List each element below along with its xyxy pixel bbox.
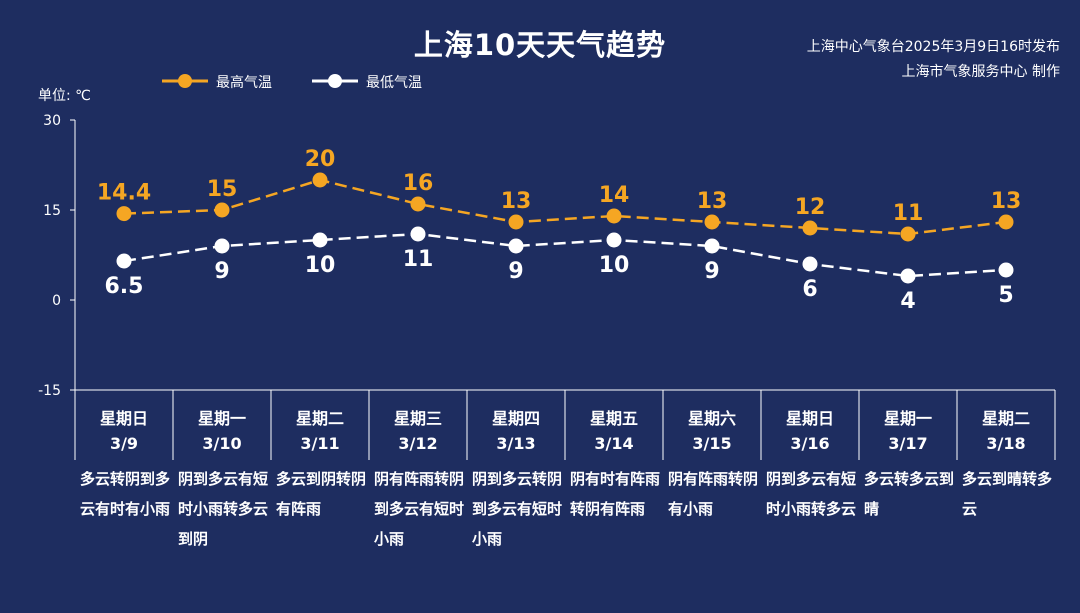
low-temp-point: [704, 238, 720, 254]
high-temp-point: [312, 172, 328, 188]
low-temp-label: 6: [802, 277, 817, 302]
weekday-label: 星期三: [393, 409, 442, 428]
date-label: 3/9: [109, 434, 139, 453]
low-temp-point: [214, 238, 230, 254]
legend-label-high: 最高气温: [216, 75, 272, 91]
date-label: 3/10: [202, 434, 242, 453]
legend-marker-high-icon: [162, 74, 208, 88]
low-temp-label: 9: [704, 259, 719, 284]
low-temp-point: [606, 232, 622, 248]
low-temp-label: 11: [403, 247, 434, 272]
low-temp-label: 4: [900, 289, 915, 314]
y-tick-label: 15: [43, 203, 61, 219]
weather-description: 多云转多云到晴: [864, 470, 955, 518]
date-label: 3/14: [594, 434, 634, 453]
weekday-label: 星期二: [981, 409, 1030, 428]
high-temp-label: 16: [403, 171, 434, 196]
legend-marker-low-icon: [312, 74, 358, 88]
weekday-label: 星期二: [295, 409, 344, 428]
high-temp-point: [900, 226, 916, 242]
high-temp-label: 20: [305, 147, 336, 172]
low-temp-point: [900, 268, 916, 284]
high-temp-label: 15: [207, 177, 238, 202]
high-temp-label: 13: [501, 189, 532, 214]
date-label: 3/16: [790, 434, 830, 453]
weekday-label: 星期一: [883, 409, 932, 428]
weather-description: 阴到多云有短时小雨转多云: [766, 470, 857, 518]
high-temp-point: [606, 208, 622, 224]
low-temp-line: [123, 232, 1007, 278]
issuer-line: 上海中心气象台2025年3月9日16时发布: [806, 39, 1060, 55]
weather-description: 多云到晴转多云: [962, 470, 1053, 518]
weather-description: 多云转阴到多云有时有小雨: [80, 470, 171, 518]
y-tick-label: 30: [43, 113, 61, 129]
date-label: 3/15: [692, 434, 732, 453]
weekday-label: 星期四: [491, 409, 540, 428]
high-temp-label: 13: [697, 189, 728, 214]
legend-item-low: 最低气温: [310, 70, 510, 92]
weather-description: 阴到多云有短时小雨转多云到阴: [178, 470, 269, 548]
low-temp-point: [508, 238, 524, 254]
high-temp-label: 14.4: [97, 181, 151, 206]
low-temp-label: 10: [599, 253, 630, 278]
low-temp-label: 5: [998, 283, 1013, 308]
high-temp-line: [123, 178, 1007, 236]
low-temp-label: 9: [214, 259, 229, 284]
high-temp-point: [508, 214, 524, 230]
date-label: 3/11: [300, 434, 340, 453]
y-tick-label: -15: [38, 383, 61, 399]
weekday-label: 星期一: [197, 409, 246, 428]
high-temp-label: 11: [893, 201, 924, 226]
unit-label: 单位: ℃: [38, 88, 91, 104]
weather-description: 阴到多云转阴到多云有短时小雨: [472, 470, 563, 548]
high-temp-label: 12: [795, 195, 826, 220]
page-title: 上海10天天气趋势: [413, 28, 667, 62]
low-temp-label: 6.5: [105, 274, 144, 299]
y-tick-label: 0: [52, 293, 61, 309]
low-temp-point: [998, 262, 1014, 278]
weather-description: 多云到阴转阴有阵雨: [276, 470, 367, 518]
date-label: 3/18: [986, 434, 1026, 453]
weekday-label: 星期五: [589, 409, 638, 428]
weather-description: 阴有时有阵雨转阴有阵雨: [570, 470, 661, 518]
date-label: 3/13: [496, 434, 536, 453]
low-temp-label: 10: [305, 253, 336, 278]
high-temp-point: [802, 220, 818, 236]
low-temp-label: 9: [508, 259, 523, 284]
weekday-label: 星期日: [785, 409, 834, 428]
high-temp-label: 14: [599, 183, 630, 208]
date-label: 3/17: [888, 434, 928, 453]
legend-label-low: 最低气温: [366, 75, 422, 91]
low-temp-point: [312, 232, 328, 248]
high-temp-point: [116, 206, 132, 222]
low-temp-point: [410, 226, 426, 242]
weekday-label: 星期日: [99, 409, 148, 428]
producer-line: 上海市气象服务中心 制作: [901, 64, 1060, 80]
high-temp-point: [214, 202, 230, 218]
legend-item-high: 最高气温: [160, 70, 360, 92]
high-temp-label: 13: [991, 189, 1022, 214]
low-temp-point: [802, 256, 818, 272]
high-temp-point: [704, 214, 720, 230]
high-temp-point: [410, 196, 426, 212]
weekday-label: 星期六: [687, 409, 736, 428]
high-temp-point: [998, 214, 1014, 230]
date-label: 3/12: [398, 434, 438, 453]
weather-description: 阴有阵雨转阴到多云有短时小雨: [374, 470, 465, 548]
low-temp-point: [116, 253, 132, 269]
weather-description: 阴有阵雨转阴有小雨: [668, 470, 759, 518]
